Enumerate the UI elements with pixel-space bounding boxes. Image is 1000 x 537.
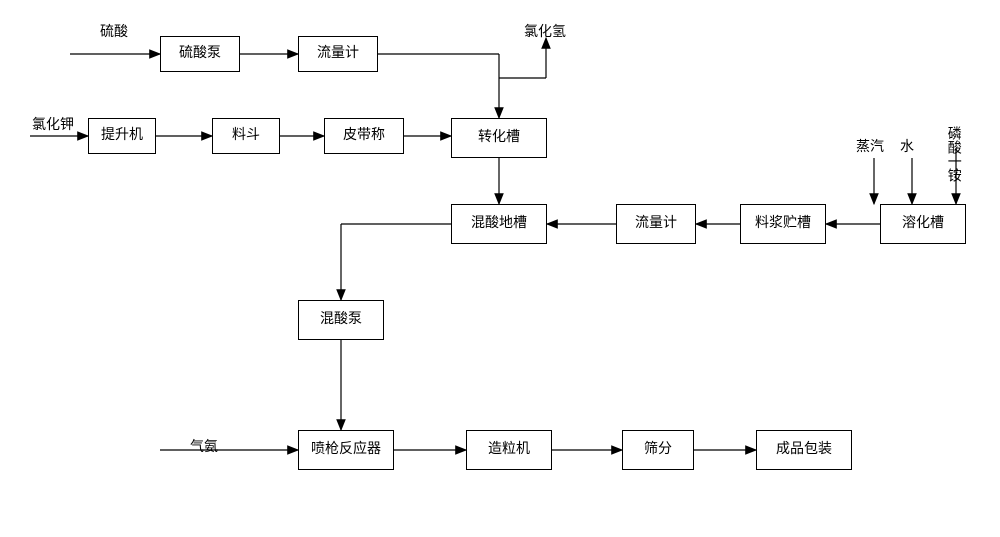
node-mixed-acid-tank: 混酸地槽 (451, 204, 547, 244)
node-slurry-tank: 料浆贮槽 (740, 204, 826, 244)
label-hcl-output: 氯化氢 (524, 25, 566, 42)
label-sulfuric-acid-input: 硫酸 (100, 25, 128, 42)
node-sieving: 筛分 (622, 430, 694, 470)
node-mixed-acid-pump: 混酸泵 (298, 300, 384, 340)
label-kcl-input: 氯化钾 (32, 118, 74, 135)
node-flowmeter-2: 流量计 (616, 204, 696, 244)
label-map-input: 磷酸一铵 (944, 126, 961, 182)
label-steam-input: 蒸汽 (856, 140, 884, 157)
node-granulator: 造粒机 (466, 430, 552, 470)
node-hopper: 料斗 (212, 118, 280, 154)
node-conversion-tank: 转化槽 (451, 118, 547, 158)
node-belt-scale: 皮带称 (324, 118, 404, 154)
node-dissolving-tank: 溶化槽 (880, 204, 966, 244)
label-ammonia-input: 气氨 (190, 440, 218, 457)
node-elevator: 提升机 (88, 118, 156, 154)
label-water-input: 水 (900, 140, 914, 157)
node-packaging: 成品包装 (756, 430, 852, 470)
node-sulfuric-acid-pump: 硫酸泵 (160, 36, 240, 72)
node-spray-reactor: 喷枪反应器 (298, 430, 394, 470)
node-flowmeter-1: 流量计 (298, 36, 378, 72)
